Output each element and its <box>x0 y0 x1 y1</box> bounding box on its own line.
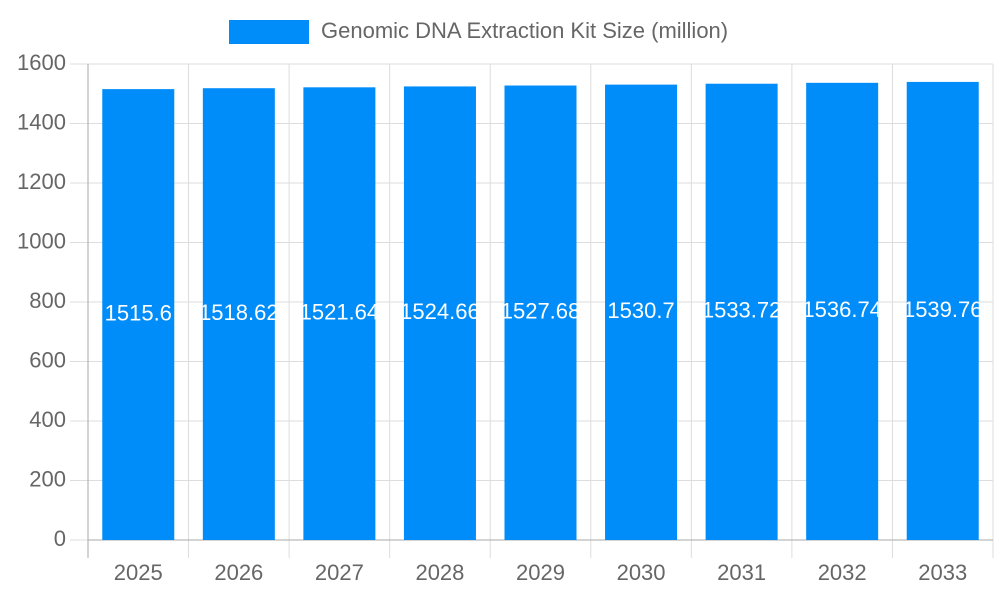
y-tick-label: 200 <box>29 466 66 491</box>
legend-swatch <box>229 20 309 44</box>
bar <box>303 87 376 540</box>
value-label: 1518.62 <box>199 300 279 325</box>
x-tick-label: 2033 <box>918 560 967 585</box>
x-tick-label: 2029 <box>516 560 565 585</box>
bar <box>504 85 577 540</box>
y-tick-label: 400 <box>29 407 66 432</box>
value-label: 1539.76 <box>903 297 983 322</box>
y-tick-label: 0 <box>54 526 66 551</box>
bar <box>705 83 778 541</box>
value-label: 1524.66 <box>400 299 480 324</box>
y-tick-label: 1600 <box>17 50 66 75</box>
value-label: 1515.6 <box>105 300 172 325</box>
x-tick-label: 2031 <box>717 560 766 585</box>
value-label: 1530.7 <box>607 298 674 323</box>
y-tick-label: 1200 <box>17 169 66 194</box>
x-tick-label: 2027 <box>315 560 364 585</box>
value-label: 1533.72 <box>702 298 782 323</box>
value-label: 1536.74 <box>802 297 882 322</box>
x-tick-label: 2030 <box>617 560 666 585</box>
value-label: 1527.68 <box>501 299 581 324</box>
bar <box>102 89 175 540</box>
x-tick-label: 2028 <box>415 560 464 585</box>
x-tick-label: 2026 <box>214 560 263 585</box>
y-tick-label: 600 <box>29 347 66 372</box>
bar <box>202 88 275 541</box>
bar <box>605 84 678 540</box>
bar <box>806 82 879 540</box>
x-tick-label: 2032 <box>818 560 867 585</box>
y-tick-label: 800 <box>29 288 66 313</box>
y-tick-label: 1400 <box>17 109 66 134</box>
legend-label: Genomic DNA Extraction Kit Size (million… <box>321 18 728 43</box>
bar <box>906 81 979 541</box>
x-tick-label: 2025 <box>114 560 163 585</box>
bar <box>403 86 476 541</box>
value-label: 1521.64 <box>300 299 380 324</box>
y-tick-label: 1000 <box>17 228 66 253</box>
